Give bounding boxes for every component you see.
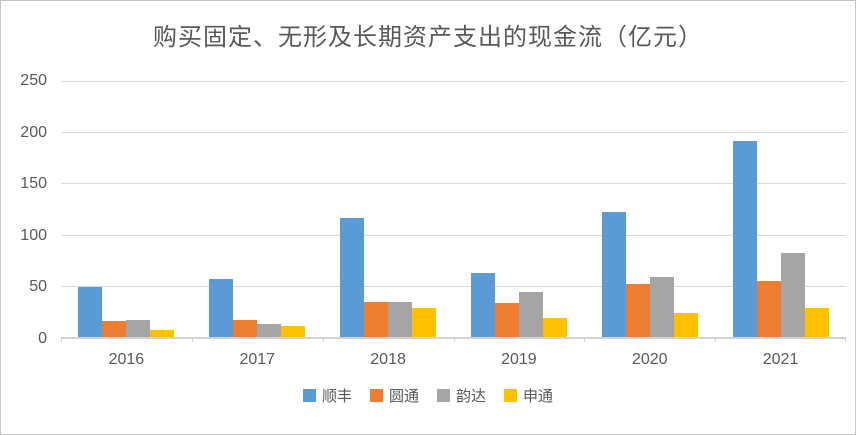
bar-韵达 — [780, 253, 805, 337]
bar-申通 — [673, 313, 698, 337]
bar-顺丰 — [209, 278, 234, 337]
bar-申通 — [412, 308, 437, 337]
bar-顺丰 — [732, 141, 757, 337]
bar-韵达 — [126, 319, 151, 337]
legend-swatch-icon — [504, 389, 518, 402]
legend-item-韵达: 韵达 — [437, 385, 486, 406]
chart-title: 购买固定、无形及长期资产支出的现金流（亿元） — [153, 24, 703, 51]
y-axis-tick-label: 50 — [29, 278, 47, 296]
x-axis-tick — [453, 337, 455, 342]
x-axis-label: 2016 — [108, 351, 145, 368]
bar-顺丰 — [601, 212, 626, 337]
bar-韵达 — [649, 276, 674, 337]
bar-圆通 — [494, 303, 519, 337]
legend: 顺丰 圆通 韵达 申通 — [1, 385, 855, 406]
legend-label: 韵达 — [456, 388, 487, 405]
bar-圆通 — [625, 283, 650, 337]
bar-group — [192, 81, 323, 337]
gridline — [61, 132, 846, 134]
y-axis-tick-label: 150 — [20, 175, 47, 193]
x-axis-tick — [61, 337, 62, 342]
bar-圆通 — [364, 302, 389, 337]
x-axis-tick — [715, 337, 717, 342]
bar-group — [61, 81, 192, 337]
bar-顺丰 — [340, 218, 365, 337]
x-axis-label: 2019 — [501, 351, 537, 368]
gridline — [61, 234, 846, 236]
x-axis-labels: 2016 2017 2018 2019 2020 2021 — [61, 351, 846, 369]
gridline — [61, 285, 846, 287]
bar-圆通 — [102, 320, 127, 337]
y-axis-tick-label: 200 — [20, 123, 47, 141]
bar-group — [715, 81, 846, 337]
legend-item-圆通: 圆通 — [369, 385, 419, 406]
bar-圆通 — [233, 319, 258, 337]
bar-group — [323, 81, 454, 337]
x-axis-label: 2020 — [631, 351, 668, 368]
bar-韵达 — [388, 302, 413, 337]
gridline — [61, 81, 846, 82]
legend-swatch-icon — [302, 389, 316, 402]
y-axis-tick-label: 0 — [38, 330, 47, 347]
bar-申通 — [150, 329, 175, 337]
y-axis-tick-label: 250 — [20, 72, 47, 89]
bar-韵达 — [518, 291, 543, 337]
bar-group — [584, 81, 715, 337]
x-axis-label: 2021 — [762, 351, 799, 368]
legend-item-顺丰: 顺丰 — [302, 385, 352, 406]
x-axis-label: 2017 — [239, 351, 276, 368]
x-axis-tick — [191, 337, 193, 342]
bar-申通 — [281, 325, 306, 337]
bar-圆通 — [756, 280, 781, 337]
legend-label: 申通 — [523, 388, 554, 405]
legend-swatch-icon — [369, 389, 383, 402]
legend-item-申通: 申通 — [504, 385, 553, 406]
legend-swatch-icon — [437, 389, 450, 402]
x-axis-tick — [322, 337, 324, 342]
x-axis-tick — [845, 337, 846, 342]
x-axis-label: 2018 — [370, 351, 406, 368]
y-axis-tick-label: 100 — [20, 226, 47, 244]
plot-area — [61, 81, 846, 342]
bar-顺丰 — [470, 272, 495, 337]
y-axis: 0 50 100 150 200 250 — [1, 73, 47, 347]
bar-申通 — [542, 317, 567, 337]
bar-申通 — [804, 308, 829, 337]
x-axis-tick — [584, 337, 586, 342]
bar-顺丰 — [78, 286, 103, 337]
gridline — [61, 183, 846, 185]
bar-韵达 — [257, 323, 282, 337]
bar-groups — [61, 81, 846, 337]
legend-label: 圆通 — [388, 388, 419, 405]
legend-label: 顺丰 — [321, 388, 352, 405]
bar-group — [453, 81, 584, 337]
